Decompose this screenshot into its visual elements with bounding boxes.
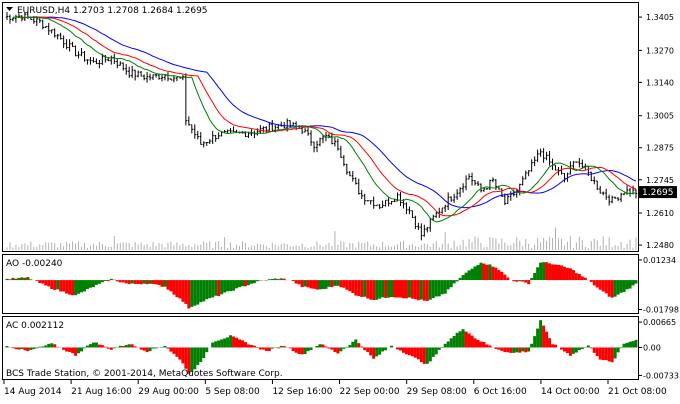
price-tick-label: 1.2610 <box>646 209 674 218</box>
ma-fast-line <box>12 16 637 223</box>
ao-axis: 0.01234 -0.01798 <box>638 256 679 315</box>
ao-histogram <box>5 262 638 309</box>
time-tick-label: 21 Oct 08:00 <box>608 387 667 397</box>
price-panel[interactable] <box>2 2 639 252</box>
time-tick-label: 6 Oct 16:00 <box>474 387 527 397</box>
ac-tick-label: 0.00 <box>643 343 661 352</box>
price-tick-label: 1.2480 <box>646 241 674 250</box>
ao-title: AO -0.00240 <box>6 259 63 269</box>
time-tick-label: 5 Sep 08:00 <box>205 387 260 397</box>
time-axis: 14 Aug 2014 21 Aug 16:00 29 Aug 00:00 5 Sep… <box>3 380 667 397</box>
ac-tick-label: 0.00665 <box>643 318 676 327</box>
time-tick-label: 14 Oct 00:00 <box>541 387 600 397</box>
time-tick-label: 22 Sep 00:00 <box>340 387 400 397</box>
ma-slow-line <box>27 16 637 209</box>
current-price-label: 1.2695 <box>642 188 674 198</box>
price-tick-label: 1.3270 <box>646 46 674 55</box>
ac-axis: 0.00665 0.00 -0.00733 <box>638 318 679 380</box>
ao-tick-label: -0.01798 <box>643 306 679 315</box>
price-axis: 1.3405 1.3270 1.3140 1.3005 1.2875 1.2745 1.26… <box>638 13 674 250</box>
price-tick-label: 1.3405 <box>646 13 674 22</box>
price-tick-label: 1.2745 <box>646 176 674 185</box>
current-price-tag <box>639 186 677 199</box>
symbol-title: EURUSD,H4 1.2703 1.2708 1.2684 1.2695 <box>17 6 208 16</box>
time-tick-label: 12 Sep 16:00 <box>272 387 332 397</box>
ma-mid-line <box>18 16 637 217</box>
time-tick-label: 29 Aug 00:00 <box>138 387 199 397</box>
ao-tick-label: 0.01234 <box>643 256 676 265</box>
time-tick-label: 21 Aug 16:00 <box>71 387 132 397</box>
price-tick-label: 1.2875 <box>646 144 674 153</box>
price-tick-label: 1.3140 <box>646 78 674 87</box>
ac-title: AC 0.002112 <box>6 321 64 331</box>
time-tick-label: 29 Sep 08:00 <box>407 387 467 397</box>
ac-histogram <box>5 320 638 374</box>
copyright-text: BCS Trade Station, © 2001-2014, MetaQuot… <box>6 369 283 379</box>
price-tick-label: 1.3005 <box>646 112 674 121</box>
chevron-down-icon[interactable] <box>6 7 13 11</box>
volume-bars <box>6 227 637 250</box>
time-tick-label: 14 Aug 2014 <box>4 387 62 397</box>
ac-tick-label: -0.00733 <box>643 371 679 380</box>
